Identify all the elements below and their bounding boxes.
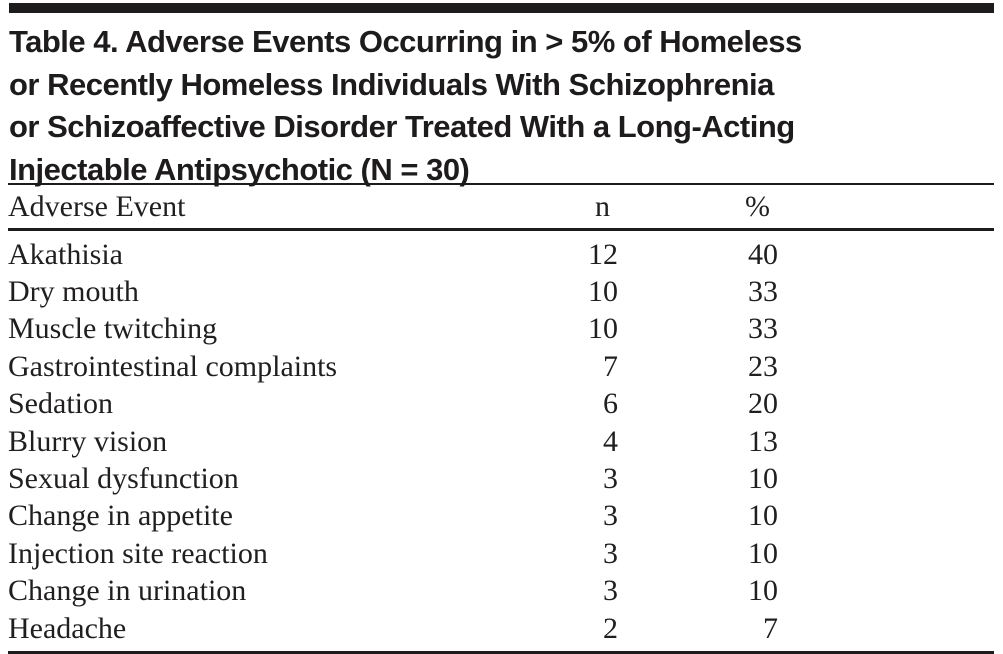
cell-percent: 10 — [748, 536, 778, 570]
table-row: Change in urination 3 10 — [8, 573, 994, 610]
table-row: Headache 2 7 — [8, 609, 994, 654]
table-row: Akathisia 12 40 — [8, 230, 994, 274]
table-header: Adverse Event n % — [8, 183, 994, 231]
cell-spacer — [778, 348, 994, 385]
column-header-percent: % — [618, 183, 778, 231]
cell-n: 6 — [603, 387, 618, 421]
table-title: Table 4. Adverse Events Occurring in > 5… — [9, 21, 999, 191]
cell-spacer — [778, 573, 994, 610]
cell-adverse-event: Change in appetite — [8, 499, 233, 533]
table-header-row: Adverse Event n % — [8, 183, 994, 231]
cell-adverse-event: Gastrointestinal complaints — [8, 349, 338, 383]
table-row: Sedation 6 20 — [8, 386, 994, 423]
table-row: Gastrointestinal complaints 7 23 — [8, 348, 994, 385]
cell-adverse-event: Sexual dysfunction — [8, 462, 239, 496]
cell-n: 3 — [603, 499, 618, 533]
cell-percent: 40 — [748, 237, 778, 271]
cell-n: 10 — [588, 275, 618, 309]
table-row: Change in appetite 3 10 — [8, 498, 994, 535]
cell-spacer — [778, 498, 994, 535]
cell-n: 7 — [603, 349, 618, 383]
cell-n: 3 — [603, 462, 618, 496]
cell-adverse-event: Akathisia — [8, 237, 123, 271]
table-row: Muscle twitching 10 33 — [8, 311, 994, 348]
cell-percent: 33 — [748, 312, 778, 346]
table-title-line-4: Injectable Antipsychotic (N = 30) — [9, 151, 470, 187]
cell-n: 2 — [513, 609, 618, 654]
cell-n: 3 — [603, 536, 618, 570]
cell-n: 4 — [603, 424, 618, 458]
cell-percent: 23 — [748, 349, 778, 383]
cell-percent: 10 — [748, 574, 778, 608]
cell-adverse-event: Injection site reaction — [8, 536, 268, 570]
table-row: Dry mouth 10 33 — [8, 273, 994, 310]
cell-adverse-event: Blurry vision — [8, 424, 168, 458]
table-row: Injection site reaction 3 10 — [8, 535, 994, 572]
cell-adverse-event: Sedation — [8, 387, 113, 421]
column-header-adverse-event: Adverse Event — [8, 183, 513, 231]
cell-n: 12 — [588, 237, 618, 271]
table-body: Akathisia 12 40 Dry mouth 10 33 Muscle t… — [8, 230, 994, 654]
cell-n: 3 — [603, 574, 618, 608]
cell-spacer — [778, 423, 994, 460]
cell-adverse-event: Headache — [8, 609, 513, 654]
column-header-spacer — [778, 183, 994, 231]
cell-n: 10 — [588, 312, 618, 346]
cell-adverse-event: Muscle twitching — [8, 312, 218, 346]
cell-spacer — [778, 311, 994, 348]
table-row: Blurry vision 4 13 — [8, 423, 994, 460]
table-title-line-2: or Recently Homeless Individuals With Sc… — [9, 66, 774, 102]
table-title-line-3: or Schizoaffective Disorder Treated With… — [9, 109, 795, 144]
table-title-line-1: Table 4. Adverse Events Occurring in > 5… — [9, 24, 802, 59]
cell-spacer — [778, 460, 994, 497]
adverse-events-table: Adverse Event n % Akathisia 12 40 Dry mo… — [8, 183, 994, 654]
cell-percent: 10 — [748, 462, 778, 496]
cell-adverse-event: Dry mouth — [8, 275, 139, 309]
column-header-n: n — [513, 183, 618, 231]
cell-adverse-event: Change in urination — [8, 574, 247, 608]
cell-spacer — [778, 230, 994, 274]
cell-spacer — [778, 273, 994, 310]
table-row: Sexual dysfunction 3 10 — [8, 460, 994, 497]
cell-percent: 20 — [748, 387, 778, 421]
cell-percent: 10 — [748, 499, 778, 533]
cell-percent: 7 — [618, 609, 778, 654]
cell-spacer — [778, 609, 994, 654]
cell-percent: 33 — [748, 275, 778, 309]
cell-spacer — [778, 386, 994, 423]
table-top-rule-bar — [9, 3, 994, 13]
cell-spacer — [778, 535, 994, 572]
cell-percent: 13 — [748, 424, 778, 458]
